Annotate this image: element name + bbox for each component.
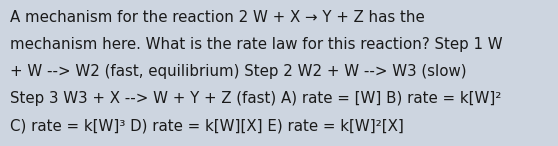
Text: mechanism here. What is the rate law for this reaction? Step 1 W: mechanism here. What is the rate law for…: [10, 37, 503, 52]
Text: + W --> W2 (fast, equilibrium) Step 2 W2 + W --> W3 (slow): + W --> W2 (fast, equilibrium) Step 2 W2…: [10, 64, 466, 79]
Text: Step 3 W3 + X --> W + Y + Z (fast) A) rate = [W] B) rate = k[W]²: Step 3 W3 + X --> W + Y + Z (fast) A) ra…: [10, 91, 502, 106]
Text: C) rate = k[W]³ D) rate = k[W][X] E) rate = k[W]²[X]: C) rate = k[W]³ D) rate = k[W][X] E) rat…: [10, 118, 404, 133]
Text: A mechanism for the reaction 2 W + X → Y + Z has the: A mechanism for the reaction 2 W + X → Y…: [10, 10, 425, 25]
